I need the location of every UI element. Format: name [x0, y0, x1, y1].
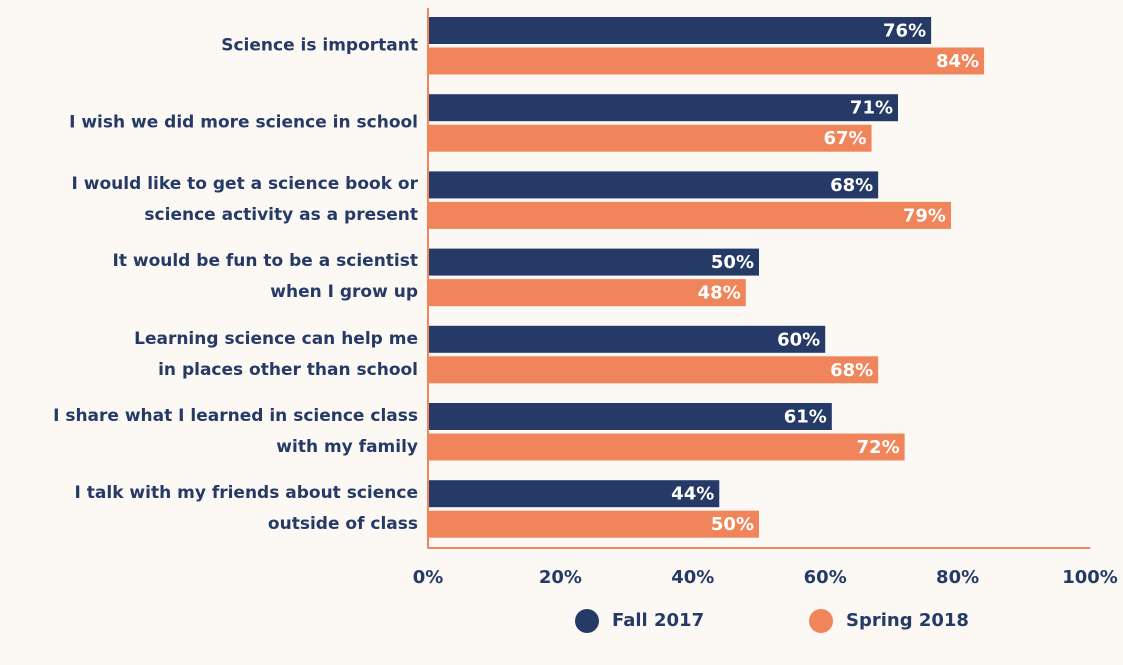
bar — [428, 47, 985, 75]
bar — [428, 279, 746, 307]
x-tick-label: 100% — [1062, 567, 1118, 588]
x-tick-label: 0% — [413, 567, 444, 588]
value-label: 48% — [698, 283, 741, 304]
value-label: 67% — [823, 128, 866, 149]
value-label: 68% — [830, 175, 873, 196]
category-label: Science is important — [221, 35, 418, 56]
category-label: Learning science can help me in places o… — [134, 328, 418, 380]
category-label: I would like to get a science book or sc… — [71, 174, 418, 226]
category-label: I wish we did more science in school — [69, 112, 418, 133]
legend-swatch — [809, 609, 833, 633]
value-label: 50% — [711, 514, 754, 535]
x-tick-label: 40% — [671, 567, 714, 588]
value-label: 76% — [883, 21, 926, 42]
legend-label: Spring 2018 — [846, 610, 969, 631]
value-label: 72% — [857, 437, 900, 458]
value-label: 84% — [936, 51, 979, 72]
bar — [428, 124, 872, 152]
legend-swatch — [575, 609, 599, 633]
value-label: 79% — [903, 205, 946, 226]
bar — [428, 480, 720, 508]
bar — [428, 17, 932, 44]
value-label: 61% — [784, 407, 827, 428]
x-tick-label: 20% — [539, 567, 582, 588]
bar — [428, 201, 951, 229]
value-label: 44% — [671, 484, 714, 505]
x-tick-label: 60% — [804, 567, 847, 588]
category-label: I share what I learned in science class … — [53, 405, 418, 457]
bar — [428, 248, 759, 276]
bar — [428, 356, 879, 384]
legend-label: Fall 2017 — [612, 610, 704, 631]
value-label: 60% — [777, 329, 820, 350]
value-label: 68% — [830, 360, 873, 381]
bar — [428, 403, 832, 430]
bar — [428, 510, 759, 538]
category-label: I talk with my friends about science out… — [74, 482, 418, 534]
bar — [428, 325, 826, 353]
category-label: It would be fun to be a scientist when I… — [112, 251, 419, 303]
value-label: 71% — [850, 98, 893, 119]
bar — [428, 171, 879, 199]
bar — [428, 433, 905, 461]
bar — [428, 94, 899, 122]
x-tick-label: 80% — [936, 567, 979, 588]
value-label: 50% — [711, 252, 754, 273]
